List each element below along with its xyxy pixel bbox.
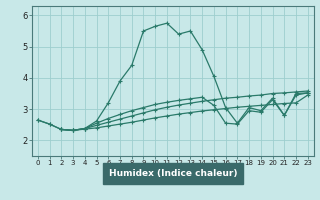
- X-axis label: Humidex (Indice chaleur): Humidex (Indice chaleur): [108, 169, 237, 178]
